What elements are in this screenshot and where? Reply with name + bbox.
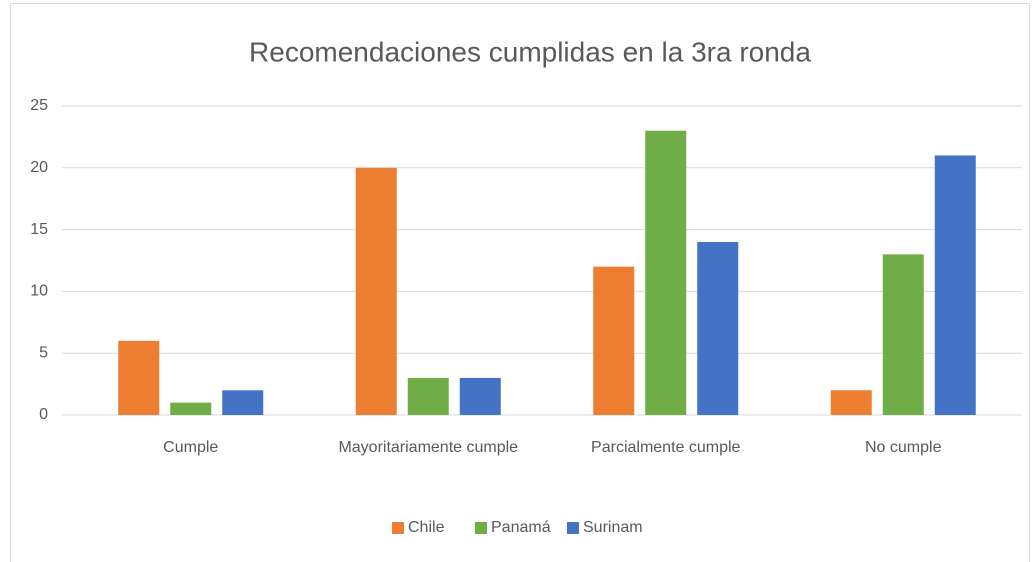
x-tick-label: Mayoritariamente cumple <box>338 439 519 456</box>
legend-swatch <box>567 522 579 534</box>
legend-swatch <box>475 522 487 534</box>
bar <box>459 377 501 415</box>
bar <box>355 167 397 415</box>
bar <box>697 241 739 415</box>
bar <box>830 390 872 415</box>
x-tick-label: Cumple <box>163 439 219 456</box>
bar <box>407 377 449 415</box>
y-tick-label: 15 <box>30 221 48 238</box>
bar <box>593 266 635 415</box>
chart-title: Recomendaciones cumplidas en la 3ra rond… <box>249 36 811 67</box>
bar <box>118 340 160 415</box>
legend-label: Chile <box>408 519 445 536</box>
legend-label: Panamá <box>491 519 551 536</box>
y-tick-label: 5 <box>39 344 48 361</box>
y-tick-label: 10 <box>30 283 48 300</box>
legend-swatch <box>392 522 404 534</box>
y-tick-label: 20 <box>30 159 48 176</box>
bar <box>222 390 264 415</box>
bar <box>934 155 976 415</box>
bar <box>645 130 687 415</box>
bar <box>170 402 212 415</box>
x-tick-label: Parcialmente cumple <box>591 439 741 456</box>
y-tick-label: 25 <box>30 97 48 114</box>
legend-label: Surinam <box>583 519 643 536</box>
bar <box>882 254 924 415</box>
x-tick-label: No cumple <box>865 439 942 456</box>
y-tick-label: 0 <box>39 406 48 423</box>
chart-border <box>10 3 1030 562</box>
